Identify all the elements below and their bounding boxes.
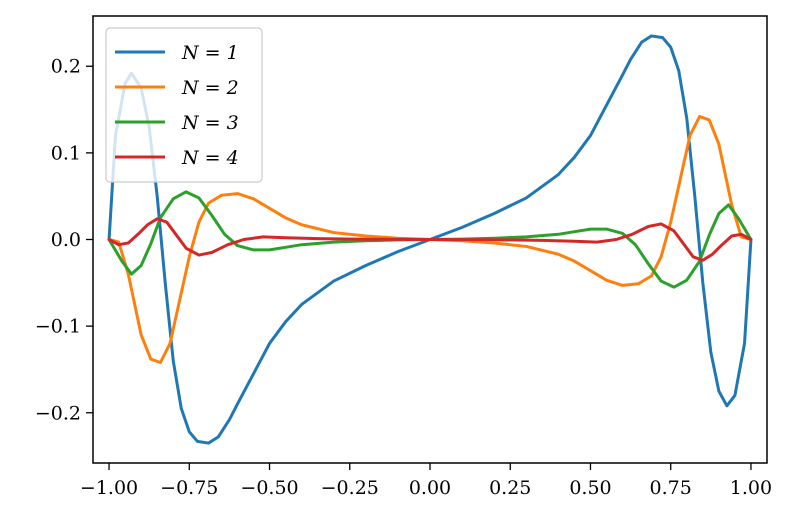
y-axis: 0.2 0.1 0.0 −0.1 −0.2	[35, 56, 93, 424]
legend-label-n3: N = 3	[181, 112, 239, 134]
x-tick-label: −1.00	[80, 477, 138, 499]
x-tick-label: 0.00	[409, 477, 451, 499]
x-tick-label: −0.25	[321, 477, 379, 499]
legend: N = 1 N = 2 N = 3 N = 4	[105, 27, 263, 183]
x-tick-label: 0.25	[489, 477, 531, 499]
y-tick-label: 0.1	[51, 142, 81, 164]
x-tick-label: −0.50	[240, 477, 298, 499]
series-line-n4	[107, 217, 753, 262]
y-tick-label: 0.2	[51, 56, 81, 78]
series-layer	[107, 34, 753, 445]
x-tick-label: −0.75	[160, 477, 218, 499]
y-tick-label: 0.0	[51, 229, 81, 251]
x-axis: −1.00 −0.75 −0.50 −0.25 0.00 0.25 0.50 0.75 1.00	[80, 463, 772, 499]
legend-label-n2: N = 2	[181, 77, 239, 99]
y-tick-label: −0.2	[35, 402, 81, 424]
legend-label-n4: N = 4	[181, 147, 239, 169]
x-tick-label: 0.50	[569, 477, 611, 499]
legend-label-n1: N = 1	[181, 42, 239, 64]
x-tick-label: 0.75	[650, 477, 692, 499]
x-tick-label: 1.00	[730, 477, 772, 499]
legend-box	[105, 27, 263, 183]
y-tick-label: −0.1	[35, 316, 81, 338]
